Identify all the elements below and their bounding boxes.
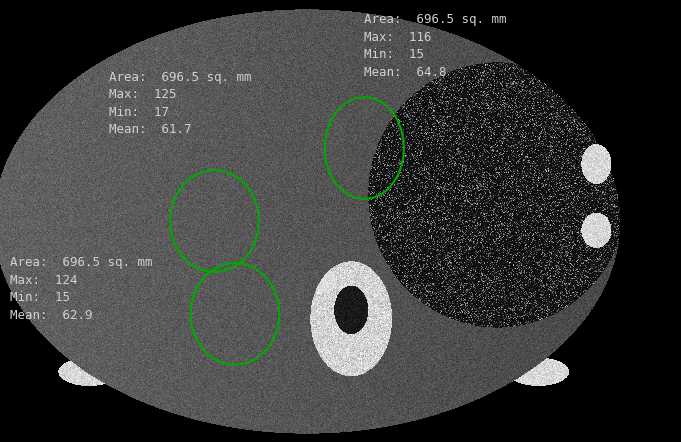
Text: Area:  696.5 sq. mm
Max:  116
Min:  15
Mean:  64.8: Area: 696.5 sq. mm Max: 116 Min: 15 Mean… [364,13,507,79]
Text: Area:  696.5 sq. mm
Max:  124
Min:  15
Mean:  62.9: Area: 696.5 sq. mm Max: 124 Min: 15 Mean… [10,256,153,322]
Text: Area:  696.5 sq. mm
Max:  125
Min:  17
Mean:  61.7: Area: 696.5 sq. mm Max: 125 Min: 17 Mean… [109,71,251,136]
